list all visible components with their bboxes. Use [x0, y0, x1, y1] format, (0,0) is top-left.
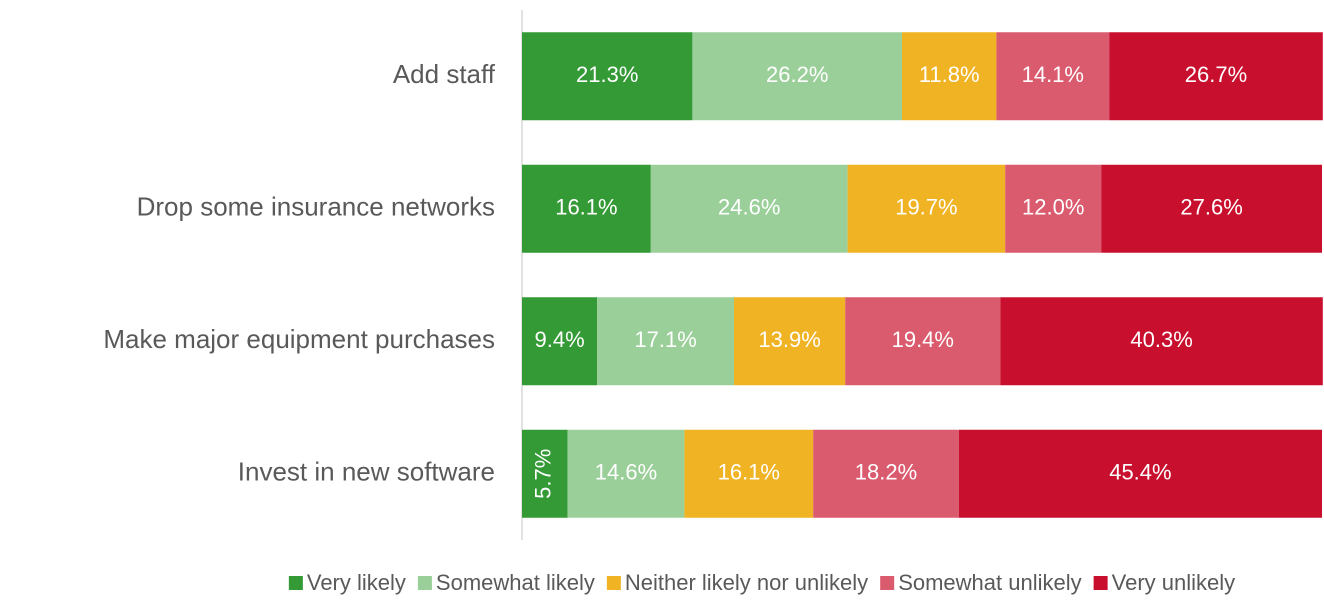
bar-segment — [684, 429, 814, 518]
data-label: 16.1% — [555, 195, 617, 220]
data-label: 27.6% — [1180, 195, 1242, 220]
legend-label: Somewhat likely — [436, 570, 595, 595]
data-label: 19.7% — [895, 195, 957, 220]
bar-segment — [847, 164, 1006, 253]
legend-swatch — [1093, 576, 1108, 590]
bar-segment — [1005, 164, 1102, 253]
bar-segment — [734, 297, 846, 386]
data-label: 18.2% — [855, 460, 917, 485]
data-label: 14.6% — [595, 460, 657, 485]
category-label: Make major equipment purchases — [103, 324, 495, 354]
legend-swatch — [880, 576, 895, 590]
data-label: 19.4% — [892, 327, 954, 352]
data-label: 13.9% — [758, 327, 820, 352]
bar-segment — [650, 164, 848, 253]
bar-segment — [522, 164, 651, 253]
bar-segment — [522, 297, 598, 386]
data-label: 12.0% — [1022, 195, 1084, 220]
category-label: Drop some insurance networks — [137, 192, 495, 222]
bar-segment — [1109, 32, 1323, 121]
bar-segment — [996, 32, 1110, 121]
data-label: 9.4% — [535, 327, 585, 352]
bar-segment — [597, 297, 734, 386]
bar-segment — [522, 32, 693, 121]
category-label: Invest in new software — [238, 457, 495, 487]
data-label: 17.1% — [634, 327, 696, 352]
data-label: 24.6% — [718, 195, 780, 220]
data-label: 5.7% — [531, 449, 556, 499]
bar-segment — [567, 429, 685, 518]
data-label: 26.7% — [1185, 62, 1247, 87]
category-label: Add staff — [393, 59, 496, 89]
legend-swatch — [606, 576, 621, 590]
bar-segment — [813, 429, 959, 518]
legend-label: Neither likely nor unlikely — [625, 570, 868, 595]
data-label: 14.1% — [1022, 62, 1084, 87]
bar-segment — [902, 32, 997, 121]
legend-swatch — [288, 576, 303, 590]
legend-label: Very unlikely — [1112, 570, 1236, 595]
data-label: 45.4% — [1109, 460, 1171, 485]
bar-segment — [522, 429, 568, 518]
bar-segment — [1101, 164, 1322, 253]
data-label: 16.1% — [718, 460, 780, 485]
bar-segment — [845, 297, 1001, 386]
legend-label: Very likely — [307, 570, 406, 595]
data-label: 11.8% — [919, 62, 980, 87]
bar-segment — [1000, 297, 1323, 386]
bar-segment — [958, 429, 1322, 518]
legend-swatch — [417, 576, 432, 590]
legend-label: Somewhat unlikely — [898, 570, 1081, 595]
data-label: 21.3% — [576, 62, 638, 87]
data-label: 40.3% — [1130, 327, 1192, 352]
bar-segment — [692, 32, 902, 121]
data-label: 26.2% — [766, 62, 828, 87]
